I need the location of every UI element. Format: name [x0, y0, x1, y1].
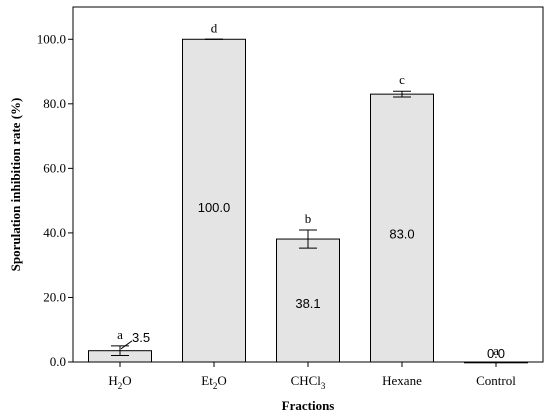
value-label: 3.5	[132, 330, 150, 345]
significance-letter: d	[211, 20, 218, 35]
x-axis-title: Fractions	[282, 398, 335, 413]
y-tick-label: 60.0	[43, 160, 66, 175]
value-label: 100.0	[198, 200, 231, 215]
bar-group: a 3.5	[88, 327, 152, 363]
bar	[182, 38, 246, 363]
significance-letter: b	[305, 211, 312, 226]
y-axis-title: Sporulation inhibition rate (%)	[8, 98, 23, 272]
bar	[370, 93, 434, 363]
y-tick-label: 80.0	[43, 96, 66, 111]
x-tick-label: Hexane	[382, 373, 422, 388]
significance-letter: a	[117, 327, 123, 342]
x-tick-label: CHCl3	[291, 373, 326, 391]
bar-group: d 100.0	[182, 20, 246, 363]
bar-group: a0.0	[464, 343, 528, 364]
value-label: 83.0	[389, 226, 414, 241]
value-label: 38.1	[295, 296, 320, 311]
value-label: 0.0	[487, 346, 505, 361]
x-tick-label: Control	[476, 373, 516, 388]
y-tick-label: 40.0	[43, 225, 66, 240]
bar-group: b 38.1	[276, 211, 340, 363]
y-tick-label: 100.0	[37, 31, 66, 46]
x-tick-label: H2O	[108, 373, 131, 391]
bar	[276, 238, 340, 363]
x-tick-label: Et2O	[201, 373, 226, 391]
y-tick-label: 0.0	[50, 354, 66, 369]
bar-group: c 83.0	[370, 72, 434, 363]
significance-letter: a	[493, 343, 499, 358]
significance-letter: c	[399, 72, 405, 87]
value-leader-line	[120, 340, 133, 350]
y-tick-label: 20.0	[43, 289, 66, 304]
